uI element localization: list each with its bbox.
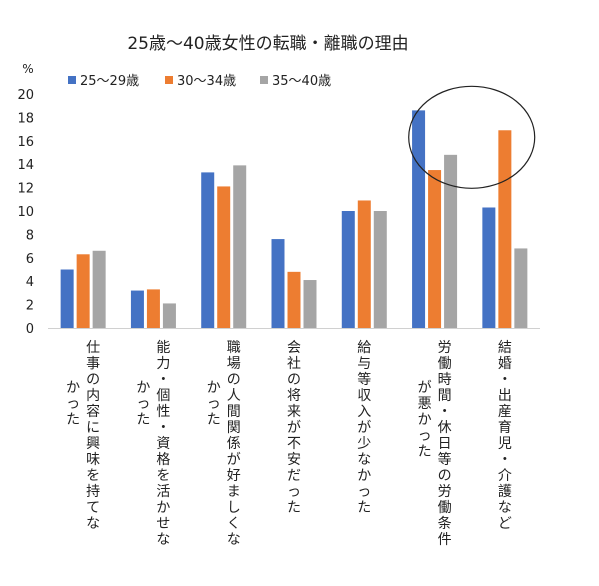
legend-swatch [165, 76, 173, 84]
y-axis: 0 2 4 6 8 10 12 14 16 18 20 [17, 88, 34, 337]
legend-label: 30〜34歳 [177, 74, 236, 89]
category-label: かった [207, 380, 221, 428]
y-tick-label: 10 [17, 205, 34, 220]
y-tick-label: 14 [17, 158, 34, 173]
bar [341, 211, 355, 328]
category-label: 給与等収入が少なかった [357, 340, 371, 516]
legend-label: 35〜40歳 [272, 74, 331, 89]
bar [60, 269, 74, 328]
y-tick-label: 18 [17, 111, 34, 126]
bar [482, 207, 496, 328]
bar [428, 170, 442, 328]
bars [60, 110, 528, 328]
bar [92, 250, 106, 328]
bar [514, 248, 528, 328]
bar [498, 130, 512, 328]
legend-label: 25〜29歳 [80, 74, 139, 89]
legend-swatch [68, 76, 76, 84]
y-tick-label: 4 [26, 275, 34, 290]
y-tick-label: 0 [26, 322, 34, 337]
category-labels: 仕事の内容に興味を持てなかった能力・個性・資格を活かせなかった職場の人間関係が好… [66, 340, 512, 548]
legend: 25〜29歳 30〜34歳 35〜40歳 [68, 74, 331, 89]
y-tick-label: 12 [17, 182, 34, 197]
bar [146, 289, 160, 328]
category-label: 会社の将来が不安だった [287, 340, 301, 516]
bar [233, 165, 247, 328]
bar [287, 271, 301, 328]
category-label: かった [66, 380, 80, 428]
category-label: 労働時間・休日等の労働条件 [438, 340, 452, 548]
category-label: 能力・個性・資格を活かせな [156, 340, 170, 548]
highlight-ellipse [408, 85, 536, 189]
category-label: が悪かった [418, 380, 432, 460]
category-label: 仕事の内容に興味を持てな [86, 340, 100, 532]
y-axis-unit: % [22, 62, 33, 76]
y-tick-label: 8 [26, 228, 34, 243]
bar [201, 172, 215, 328]
category-label: かった [136, 380, 150, 428]
chart-title: 25歳〜40歳女性の転職・離職の理由 [127, 34, 408, 54]
bar [162, 303, 176, 328]
bar [444, 154, 458, 328]
category-label: 結婚・出産育児・介護など [498, 340, 512, 532]
bar [271, 239, 285, 328]
y-tick-label: 16 [17, 135, 34, 150]
y-tick-label: 6 [26, 252, 34, 267]
annotations [408, 85, 536, 189]
bar [130, 290, 144, 328]
bar [303, 280, 317, 328]
bar [76, 254, 90, 328]
bar [217, 186, 231, 328]
bar [373, 211, 387, 328]
bar [357, 200, 371, 328]
y-tick-label: 2 [26, 299, 34, 314]
category-label: 職場の人間関係が好ましくな [227, 340, 241, 548]
y-tick-label: 20 [17, 88, 34, 103]
legend-swatch [260, 76, 268, 84]
bar [412, 110, 426, 328]
